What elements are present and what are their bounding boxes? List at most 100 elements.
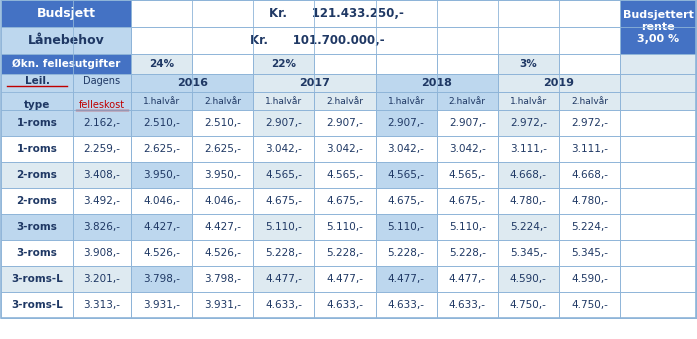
Bar [620, 162, 696, 188]
Bar [559, 292, 620, 318]
Bar [620, 292, 696, 318]
Bar [559, 188, 620, 214]
Bar [436, 266, 498, 292]
Text: 3.908,-: 3.908,- [84, 248, 121, 258]
Text: 4.565,-: 4.565,- [266, 170, 302, 180]
Text: 2.625,-: 2.625,- [143, 144, 180, 154]
Text: felleskost: felleskost [79, 100, 125, 109]
Bar [498, 162, 559, 188]
Bar [192, 54, 253, 74]
Text: Kr.      121.433.250,-: Kr. 121.433.250,- [269, 7, 404, 20]
Bar [1, 188, 73, 214]
Bar [1, 74, 73, 110]
Text: 4.526,-: 4.526,- [204, 248, 241, 258]
Text: 2-roms: 2-roms [17, 196, 57, 206]
Bar [131, 266, 192, 292]
Text: 1-roms: 1-roms [17, 144, 57, 154]
Text: 4.675,-: 4.675,- [388, 196, 424, 206]
Text: 4.750,-: 4.750,- [571, 300, 608, 310]
Text: 4.780,-: 4.780,- [510, 196, 546, 206]
Bar [1, 54, 131, 74]
Bar [131, 74, 253, 92]
Text: 4.590,-: 4.590,- [571, 274, 608, 284]
Bar [620, 188, 696, 214]
Bar [314, 214, 376, 240]
Bar [376, 74, 498, 92]
Bar [498, 92, 559, 110]
Bar [559, 214, 620, 240]
Bar [620, 214, 696, 240]
Bar [1, 110, 73, 136]
Text: 3-roms: 3-roms [17, 248, 57, 258]
Text: 3.042,-: 3.042,- [266, 144, 302, 154]
Text: 3-roms: 3-roms [17, 222, 57, 232]
Bar [314, 110, 376, 136]
Bar [192, 214, 253, 240]
Bar [1, 266, 73, 292]
Bar [73, 162, 131, 188]
Text: 2.halvår: 2.halvår [204, 97, 241, 105]
Text: 5.228,-: 5.228,- [388, 248, 424, 258]
Text: 3.826,-: 3.826,- [84, 222, 121, 232]
Text: 3.931,-: 3.931,- [143, 300, 180, 310]
Text: 2.625,-: 2.625,- [204, 144, 241, 154]
Text: 4.427,-: 4.427,- [143, 222, 180, 232]
Text: 2.907,-: 2.907,- [266, 118, 302, 128]
Bar [253, 188, 314, 214]
Text: Budsjettert
rente
3,00 %: Budsjettert rente 3,00 % [622, 11, 694, 44]
Bar [620, 54, 696, 74]
Text: 24%: 24% [149, 59, 174, 69]
Text: 2.halvår: 2.halvår [571, 97, 608, 105]
Bar [436, 240, 498, 266]
Text: 4.477,-: 4.477,- [326, 274, 363, 284]
Bar [436, 292, 498, 318]
Bar [376, 266, 436, 292]
Text: 3.492,-: 3.492,- [84, 196, 121, 206]
Text: 2.162,-: 2.162,- [84, 118, 121, 128]
Bar [559, 266, 620, 292]
Bar [436, 214, 498, 240]
Bar [620, 0, 696, 54]
Text: Kr.      101.700.000,-: Kr. 101.700.000,- [250, 34, 384, 47]
Bar [436, 110, 498, 136]
Bar [498, 214, 559, 240]
Text: 2.halvår: 2.halvår [326, 97, 363, 105]
Bar [376, 162, 436, 188]
Text: 2.510,-: 2.510,- [204, 118, 241, 128]
Bar [376, 188, 436, 214]
Text: 5.228,-: 5.228,- [266, 248, 302, 258]
Bar [436, 54, 498, 74]
Bar [253, 162, 314, 188]
Bar [620, 266, 696, 292]
Text: Økn. fellesutgifter: Økn. fellesutgifter [12, 59, 120, 69]
Text: 5.224,-: 5.224,- [510, 222, 547, 232]
Bar [192, 266, 253, 292]
Bar [131, 214, 192, 240]
Text: 4.477,-: 4.477,- [449, 274, 486, 284]
Text: 3.798,-: 3.798,- [204, 274, 241, 284]
Text: 3.950,-: 3.950,- [204, 170, 241, 180]
Text: 5.224,-: 5.224,- [571, 222, 608, 232]
Bar [131, 188, 192, 214]
Bar [559, 136, 620, 162]
Bar [253, 136, 314, 162]
Bar [192, 188, 253, 214]
Text: 4.477,-: 4.477,- [388, 274, 424, 284]
Bar [376, 110, 436, 136]
Text: 1.halvår: 1.halvår [266, 97, 302, 105]
Bar [253, 240, 314, 266]
Text: type: type [24, 100, 50, 109]
Text: 2.907,-: 2.907,- [326, 118, 363, 128]
Bar [376, 240, 436, 266]
Text: 2.510,-: 2.510,- [143, 118, 180, 128]
Text: 5.110,-: 5.110,- [266, 222, 302, 232]
Bar [498, 292, 559, 318]
Text: Budsjett: Budsjett [36, 7, 95, 20]
Bar [436, 92, 498, 110]
Bar [620, 136, 696, 162]
Text: 3-roms-L: 3-roms-L [11, 274, 63, 284]
Text: 4.526,-: 4.526,- [143, 248, 180, 258]
Bar [559, 240, 620, 266]
Bar [498, 136, 559, 162]
Bar [73, 292, 131, 318]
